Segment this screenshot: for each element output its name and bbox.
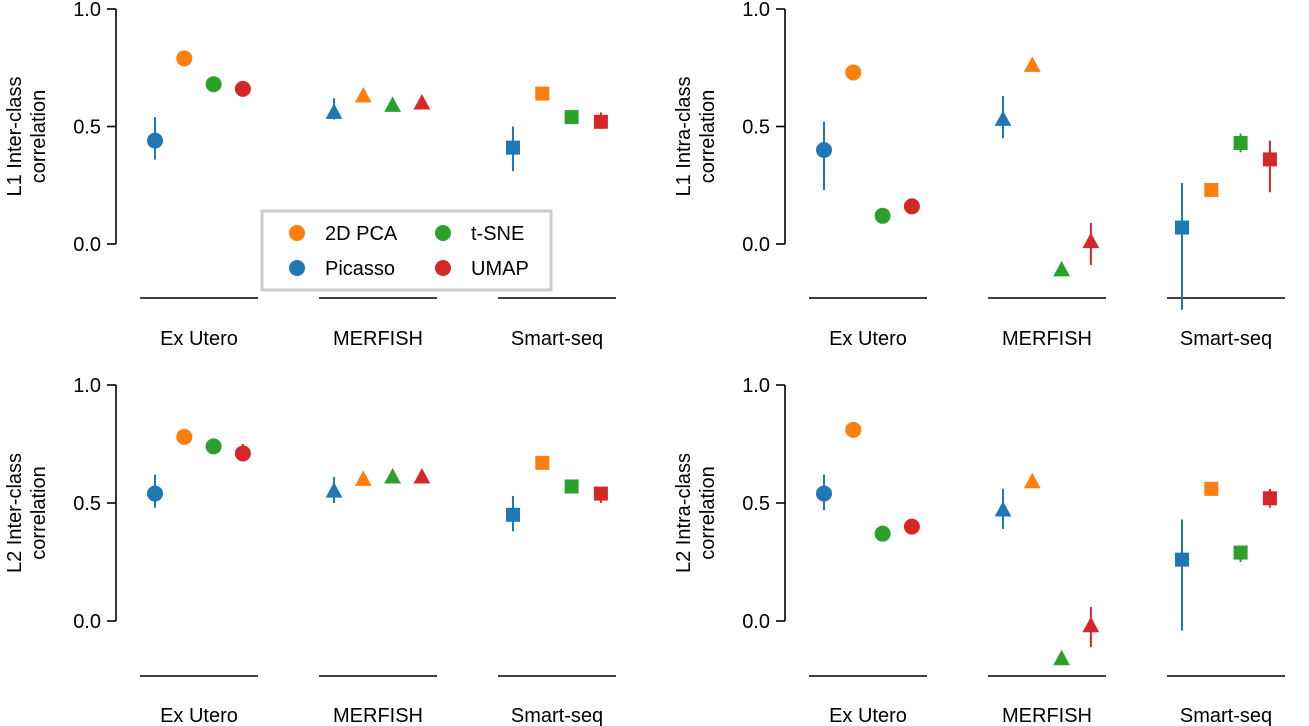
category-label: Smart-seq [511,328,603,350]
y-tick-label: 1.0 [73,375,101,397]
data-point [1023,472,1041,489]
data-point [1175,552,1189,567]
data-point [816,485,832,502]
data-point [845,421,862,438]
data-point [1175,220,1189,235]
panel-4: 0.0 0.5 1.0 L2 Intra-class correlation Ex Ute… [673,375,1285,726]
legend-label: 2D PCA [325,223,398,245]
category-label: MERFISH [1002,328,1092,350]
legend-label: t-SNE [471,223,524,245]
y-axis-label: L2 Intra-class correlation [673,453,719,573]
y-axis-label-line: L1 Inter-class [4,76,26,196]
data-point [1082,232,1100,249]
data-point [384,468,401,484]
data-point [1233,135,1248,150]
y-tick-label: 0.0 [742,611,770,633]
data-point [874,525,891,542]
data-point [1053,649,1070,666]
data-point [535,86,550,101]
y-axis-label-line: L2 Inter-class [4,453,26,573]
y-axis-label-line: L1 Intra-class [673,76,695,196]
data-point [325,103,343,119]
data-point [994,110,1012,126]
category-label: MERFISH [333,328,423,350]
category-label: Ex Utero [160,328,238,350]
legend-label: Picasso [325,258,395,280]
y-axis-label-line: correlation [28,466,50,559]
data-point [593,114,608,129]
y-axis-label: L1 Inter-class correlation [4,76,50,196]
legend-marker [289,225,305,241]
panel-2: 0.0 0.5 1.0 L1 Intra-class correlation Ex Ute… [673,0,1285,350]
category-label: MERFISH [333,705,423,726]
y-axis-label-line: L2 Intra-class [673,453,695,573]
data-point [325,482,343,498]
y-tick-label: 0.0 [742,234,770,256]
data-point [1262,152,1277,167]
data-point [234,80,251,97]
data-point [354,470,372,486]
legend-marker [435,225,451,241]
panel-3: 0.0 0.5 1.0 L2 Inter-class correlation Ex Ute… [4,375,616,726]
data-point [1233,545,1248,560]
data-point [205,76,222,93]
y-axis-label: L1 Intra-class correlation [673,76,719,196]
panel-1: 0.0 0.5 1.0 L1 Inter-class correlation Ex Ute… [4,0,616,350]
data-point [506,140,520,155]
data-point [874,207,891,224]
legend-marker [289,260,305,276]
data-point [816,142,832,158]
data-point [176,428,193,445]
category-label: Ex Utero [160,705,238,726]
data-point [994,501,1012,517]
category-label: Smart-seq [1180,705,1272,726]
data-point [413,468,431,484]
category-label: Ex Utero [829,705,907,726]
data-point [413,94,431,110]
y-tick-label: 1.0 [73,0,101,21]
y-axis-label-line: correlation [697,466,719,559]
y-tick-label: 1.0 [742,375,770,397]
legend: 2D PCA t-SNE Picasso UMAP [260,209,553,292]
y-tick-label: 1.0 [742,0,770,21]
y-tick-label: 0.5 [742,493,770,515]
y-axis-label-line: correlation [28,90,50,183]
legend-frame [260,209,553,292]
data-point [535,455,550,470]
category-label: Smart-seq [511,705,603,726]
data-point [1204,481,1219,496]
data-point [903,518,920,535]
data-point [1082,616,1100,633]
y-axis-label: L2 Inter-class correlation [4,453,50,573]
data-point [234,445,251,462]
category-label: Ex Utero [829,328,907,350]
data-point [384,96,401,112]
data-point [1053,260,1070,277]
data-point [1023,56,1041,72]
data-point [564,479,579,494]
data-point [205,438,222,455]
data-point [1204,182,1219,197]
data-point [845,64,862,81]
y-axis-label-line: correlation [697,90,719,183]
data-point [506,507,520,522]
category-label: Smart-seq [1180,328,1272,350]
data-point [354,86,372,103]
y-tick-label: 0.5 [73,493,101,515]
data-point [176,50,193,67]
y-tick-label: 0.5 [73,117,101,139]
data-point [147,132,163,149]
y-tick-label: 0.0 [73,234,101,256]
y-tick-label: 0.5 [742,117,770,139]
data-point [147,485,163,502]
data-point [903,198,920,215]
data-point [564,110,579,125]
y-tick-label: 0.0 [73,611,101,633]
legend-marker [435,260,451,276]
legend-label: UMAP [471,258,529,280]
data-point [593,486,608,501]
data-point [1262,491,1277,506]
category-label: MERFISH [1002,705,1092,726]
